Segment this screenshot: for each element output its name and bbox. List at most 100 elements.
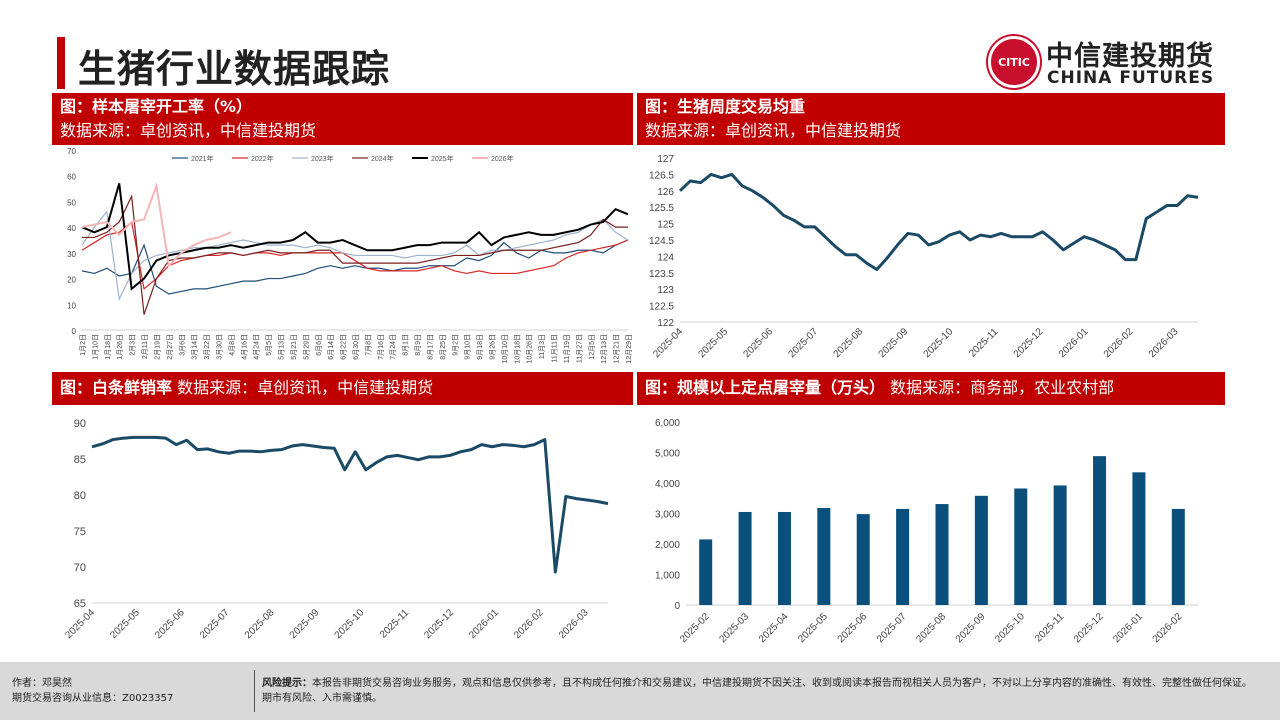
x-tick-label: 2月27日 — [166, 334, 174, 360]
x-tick-label: 2025-12 — [1012, 326, 1046, 360]
bar — [974, 495, 988, 605]
x-tick-label: 1月2日 — [79, 334, 87, 356]
x-tick-label: 2026-02 — [1102, 326, 1136, 360]
panel-source: 数据来源：卓创资讯，中信建投期货 — [60, 121, 317, 140]
x-tick-label: 2025-11 — [967, 326, 1001, 360]
x-tick-label: 2025-06 — [836, 611, 870, 645]
legend-label: 2021年 — [191, 154, 214, 163]
logo-chinese: 中信建投期货 — [1046, 41, 1214, 72]
bar — [817, 508, 831, 605]
x-tick-label: 9月10日 — [464, 334, 472, 360]
logo-mark-text: CITIC — [998, 55, 1030, 69]
y-tick-label: 60 — [67, 173, 76, 182]
x-tick-label: 5月5日 — [265, 334, 273, 356]
x-tick-label: 2025-10 — [922, 326, 956, 360]
x-tick-label: 2025-04 — [651, 326, 685, 360]
bar — [699, 539, 713, 605]
x-tick-label: 8月17日 — [426, 334, 434, 360]
y-tick-label: 124.5 — [649, 236, 674, 247]
risk-text: 本报告非期货交易咨询业务服务，观点和信息仅供参考，且不构成任何推介和交易建议，中… — [262, 678, 1252, 704]
legend-label: 2022年 — [251, 154, 274, 163]
panel-title: 图：白条鲜销率 — [60, 378, 173, 397]
x-tick-label: 2月3日 — [129, 334, 137, 356]
y-tick-label: 90 — [74, 418, 86, 430]
legend-label: 2026年 — [491, 154, 514, 163]
x-tick-label: 8月1日 — [402, 334, 410, 356]
x-tick-label: 2025-02 — [678, 611, 712, 645]
y-tick-label: 70 — [74, 562, 86, 574]
x-tick-label: 2025-12 — [1072, 611, 1106, 645]
panel-title: 图：规模以上定点屠宰量（万头） — [645, 378, 886, 397]
bar — [896, 508, 910, 605]
x-tick-label: 11月19日 — [563, 334, 571, 363]
x-tick-label: 6月22日 — [340, 334, 348, 360]
x-tick-label: 4月8日 — [228, 334, 236, 356]
panel-source: 数据来源：卓创资讯，中信建投期货 — [645, 121, 902, 140]
x-tick-label: 2025-05 — [796, 611, 830, 645]
x-tick-label: 8月9日 — [414, 334, 422, 356]
y-tick-label: 1,000 — [655, 571, 680, 582]
x-tick-label: 2025-08 — [832, 326, 866, 360]
panel-header-fresh-sales: 图：白条鲜销率 数据来源：卓创资讯，中信建投期货 — [52, 372, 633, 405]
footer: 作者：邓昊然 期货交易咨询从业信息：Z0023357 风险提示：本报告非期货交易… — [0, 662, 1280, 720]
x-tick-label: 9月26日 — [489, 334, 497, 360]
x-tick-label: 3月14日 — [191, 334, 199, 360]
bar — [777, 511, 791, 605]
x-tick-label: 11月27日 — [575, 334, 583, 363]
x-tick-label: 2025-04 — [757, 611, 791, 645]
bar — [1093, 456, 1107, 605]
x-tick-label: 2026-02 — [512, 607, 546, 641]
risk-label: 风险提示： — [262, 678, 312, 689]
footer-divider — [254, 670, 255, 712]
x-tick-label: 10月18日 — [513, 334, 521, 364]
x-tick-label: 6月14日 — [327, 334, 335, 360]
y-tick-label: 4,000 — [655, 479, 680, 490]
x-tick-label: 2月19日 — [153, 334, 161, 360]
x-tick-label: 2025-05 — [696, 326, 730, 360]
x-tick-label: 2025-07 — [875, 611, 909, 645]
y-tick-label: 123 — [657, 285, 674, 296]
y-tick-label: 65 — [74, 598, 86, 610]
x-tick-label: 2026-01 — [467, 607, 501, 641]
x-tick-label: 2025-07 — [787, 326, 821, 360]
y-tick-label: 122.5 — [649, 302, 674, 313]
y-tick-label: 123.5 — [649, 269, 674, 280]
y-tick-label: 125 — [657, 220, 674, 231]
y-tick-label: 122 — [657, 318, 674, 329]
x-tick-label: 2025-09 — [288, 607, 322, 641]
author-info: 作者：邓昊然 期货交易咨询从业信息：Z0023357 — [12, 676, 173, 706]
x-tick-label: 2025-11 — [1033, 611, 1067, 645]
x-tick-label: 2025-08 — [914, 611, 948, 645]
x-tick-label: 10月10日 — [501, 334, 509, 364]
x-tick-label: 2025-06 — [741, 326, 775, 360]
x-tick-label: 12月21日 — [613, 334, 621, 364]
x-tick-label: 5月21日 — [290, 334, 298, 360]
x-tick-label: 2026-03 — [557, 607, 591, 641]
x-tick-label: 2025-04 — [63, 607, 97, 641]
x-tick-label: 3月22日 — [203, 334, 211, 360]
x-tick-label: 4月24日 — [253, 334, 261, 360]
bar — [1053, 485, 1067, 605]
x-tick-label: 2025-09 — [877, 326, 911, 360]
x-tick-label: 2025-12 — [422, 607, 456, 641]
x-tick-label: 2026-01 — [1057, 326, 1091, 360]
x-tick-label: 6月6日 — [315, 334, 323, 356]
series-line-2025年 — [81, 183, 629, 291]
y-tick-label: 0 — [674, 601, 680, 612]
x-tick-label: 2026-01 — [1111, 611, 1145, 645]
panel-source: 数据来源：商务部，农业农村部 — [890, 378, 1115, 397]
legend-label: 2025年 — [431, 154, 454, 163]
x-tick-label: 2026-02 — [1151, 611, 1185, 645]
y-tick-label: 75 — [74, 526, 86, 538]
y-tick-label: 40 — [67, 224, 76, 233]
x-tick-label: 2月11日 — [141, 334, 149, 359]
y-tick-label: 80 — [74, 490, 86, 502]
x-tick-label: 5月13日 — [278, 334, 286, 360]
x-tick-label: 2026-03 — [1147, 326, 1181, 360]
y-tick-label: 126 — [657, 187, 674, 198]
x-tick-label: 9月2日 — [451, 334, 459, 356]
x-tick-label: 3月30日 — [216, 334, 224, 360]
series-line — [91, 435, 609, 574]
y-tick-label: 50 — [67, 198, 76, 207]
